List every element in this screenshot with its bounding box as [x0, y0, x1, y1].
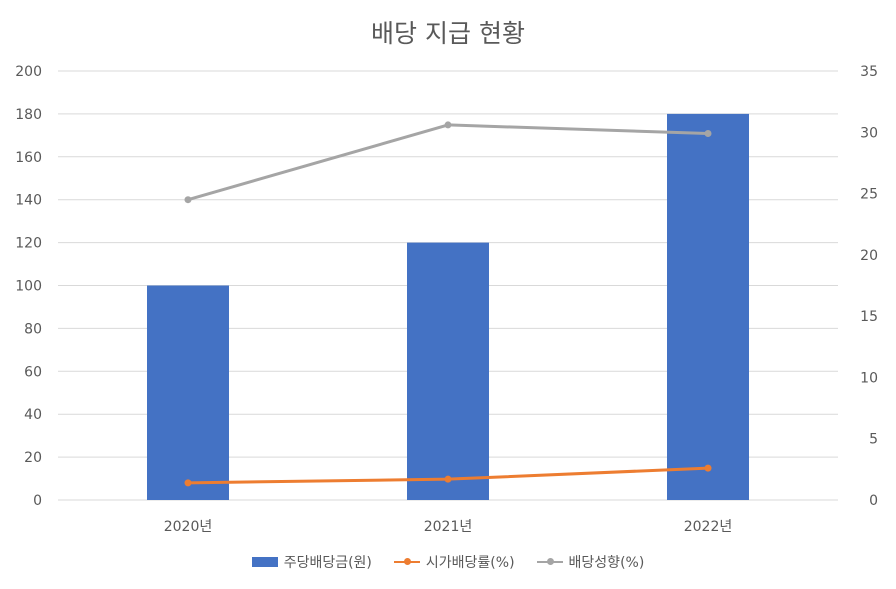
x-tick-label: 2021년 — [424, 519, 473, 535]
series-line — [187, 123, 709, 202]
legend-label-dividend-per-share: 주당배당금(원) — [283, 555, 372, 571]
bar — [407, 242, 489, 500]
legend-item-bar-series: 주당배당금(원) — [251, 552, 372, 572]
x-tick-label: 2020년 — [164, 519, 213, 535]
y-left-tick-label: 20 — [24, 450, 42, 466]
y-left-tick-label: 160 — [15, 150, 42, 166]
y-left-tick-label: 140 — [15, 193, 42, 209]
series-point — [704, 464, 712, 472]
y-left-tick-label: 180 — [15, 107, 42, 123]
legend: 주당배당금(원) 시가배당률(%) 배당성향(%) — [0, 552, 896, 572]
y-left-tick-label: 80 — [24, 321, 42, 337]
y-right-tick-label: 15 — [860, 309, 878, 325]
x-tick-label: 2022년 — [684, 519, 733, 535]
legend-item-payout-series: 배당성향(%) — [536, 552, 645, 572]
bar — [147, 285, 229, 500]
y-left-tick-label: 120 — [15, 236, 42, 252]
legend-swatch-yield — [393, 558, 420, 565]
series-point — [444, 475, 452, 483]
legend-swatch-payout — [536, 558, 563, 565]
y-left-tick-label: 0 — [33, 493, 42, 509]
series-point — [704, 130, 712, 138]
y-right-tick-label: 30 — [860, 125, 878, 141]
legend-swatch-bar — [251, 557, 278, 567]
legend-label-dividend-yield: 시가배당률(%) — [425, 555, 515, 571]
y-right-tick-label: 0 — [869, 493, 878, 509]
y-right-tick-label: 5 — [869, 432, 878, 448]
bar — [667, 113, 749, 501]
y-left-tick-label: 100 — [15, 279, 42, 295]
y-right-tick-label: 25 — [860, 187, 878, 203]
y-right-tick-label: 10 — [860, 370, 878, 386]
series-point — [444, 121, 452, 129]
y-right-tick-label: 35 — [860, 64, 878, 80]
y-left-tick-label: 60 — [24, 364, 42, 380]
chart-title: 배당 지급 현황 — [371, 19, 525, 48]
legend-label-payout-ratio: 배당성향(%) — [568, 555, 645, 571]
series-point — [184, 196, 192, 204]
y-left-tick-label: 40 — [24, 407, 42, 423]
series-point — [184, 479, 192, 487]
legend-item-yield-series: 시가배당률(%) — [393, 552, 515, 572]
y-right-tick-label: 20 — [860, 248, 878, 264]
y-left-tick-label: 200 — [15, 64, 42, 80]
